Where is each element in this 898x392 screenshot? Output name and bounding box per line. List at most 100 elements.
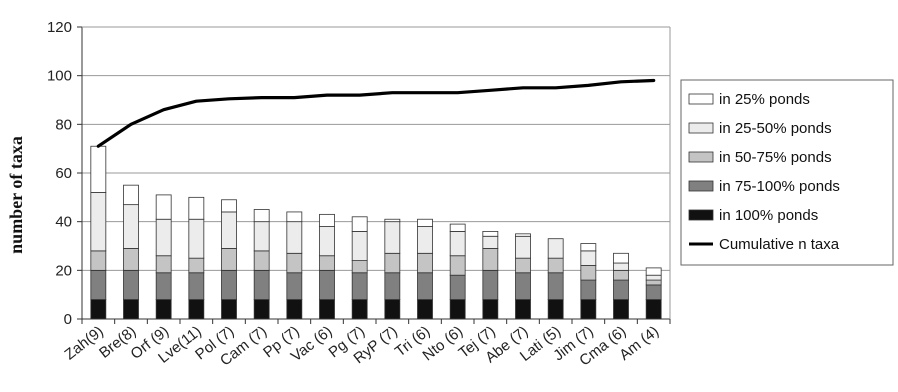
bar-segment bbox=[351, 299, 368, 320]
cumulative-series-line bbox=[96, 78, 656, 148]
axes bbox=[77, 26, 671, 324]
bar-segment bbox=[286, 221, 303, 254]
bar-segment bbox=[613, 262, 629, 271]
legend-swatch bbox=[688, 151, 714, 163]
bar-segment bbox=[482, 235, 499, 249]
bar-segment bbox=[645, 279, 662, 286]
y-tick-label: 0 bbox=[64, 311, 72, 328]
bar-segment bbox=[351, 216, 368, 232]
bar-segment bbox=[123, 269, 139, 300]
bar-segment bbox=[319, 269, 335, 300]
legend-label: in 50-75% ponds bbox=[719, 149, 832, 166]
bar-segment bbox=[123, 204, 139, 249]
bar-segment bbox=[482, 269, 499, 300]
bar-segment bbox=[319, 213, 335, 227]
bar-segment bbox=[123, 248, 139, 271]
bar-segment bbox=[319, 299, 335, 320]
bar-segment bbox=[417, 218, 433, 227]
bar-segment bbox=[515, 233, 531, 237]
legend-label: in 75-100% ponds bbox=[719, 178, 840, 195]
bar-segment bbox=[547, 257, 564, 274]
legend-swatch bbox=[688, 180, 714, 192]
bar-segment bbox=[253, 221, 270, 252]
bar-segment bbox=[417, 252, 433, 274]
bar-segment bbox=[613, 252, 629, 264]
legend: in 25% ponds in 25-50% ponds in 50-75% pon… bbox=[680, 79, 894, 266]
bar-segment bbox=[123, 184, 139, 206]
bar-segment bbox=[645, 267, 662, 276]
bar-segment bbox=[515, 235, 531, 259]
bar-segment bbox=[221, 199, 237, 213]
bar-segment bbox=[384, 218, 401, 223]
bar-segment bbox=[613, 279, 629, 300]
bar-segment bbox=[580, 243, 597, 252]
bar-segment bbox=[580, 250, 597, 266]
bar-segment bbox=[253, 209, 270, 223]
bar-segment bbox=[253, 250, 270, 271]
bar-segment bbox=[515, 299, 531, 320]
bar-segment bbox=[417, 299, 433, 320]
y-axis-label: number of taxa bbox=[6, 136, 26, 254]
bar-segment bbox=[351, 272, 368, 300]
bar-segment bbox=[482, 248, 499, 271]
bar-segment bbox=[384, 272, 401, 300]
bar-segment bbox=[188, 218, 205, 259]
bar-segment bbox=[547, 272, 564, 300]
bar-segment bbox=[155, 272, 172, 300]
bar-segment bbox=[580, 279, 597, 300]
bar-segment bbox=[90, 299, 107, 320]
legend-box bbox=[680, 79, 894, 266]
bar-segment bbox=[613, 269, 629, 281]
bar-segment bbox=[384, 252, 401, 274]
bar-segment bbox=[221, 299, 237, 320]
bar-segment bbox=[417, 272, 433, 300]
bar-segment bbox=[645, 299, 662, 320]
bar-segment bbox=[449, 230, 466, 257]
bar-segment bbox=[188, 299, 205, 320]
y-tick-labels: 0 20 40 60 80 100 120 bbox=[47, 19, 72, 328]
bar-segment bbox=[547, 299, 564, 320]
bar-segment bbox=[155, 255, 172, 274]
bar-segment bbox=[580, 299, 597, 320]
bar-segment bbox=[286, 211, 303, 223]
bars bbox=[90, 145, 662, 320]
bar-segment bbox=[155, 194, 172, 220]
x-tick-labels: Zah(9)Bre(8)Orf (9)Lve(11)Pol (7)Cam (7)… bbox=[62, 323, 663, 370]
bar-segment bbox=[449, 223, 466, 232]
bar-segment bbox=[449, 255, 466, 276]
bar-segment bbox=[253, 299, 270, 320]
bar-segment bbox=[417, 226, 433, 254]
bar-segment bbox=[384, 221, 401, 254]
bar-segment bbox=[188, 257, 205, 274]
bar-segment bbox=[547, 238, 564, 259]
bar-segment bbox=[221, 269, 237, 300]
legend-swatch bbox=[688, 209, 714, 221]
bar-segment bbox=[155, 218, 172, 257]
bar-segment bbox=[351, 230, 368, 261]
bar-segment bbox=[319, 226, 335, 257]
bar-segment bbox=[645, 284, 662, 300]
bar-segment bbox=[286, 252, 303, 274]
bar-segment bbox=[155, 299, 172, 320]
bar-segment bbox=[90, 269, 107, 300]
legend-label: in 100% ponds bbox=[719, 207, 818, 224]
legend-swatch bbox=[688, 122, 714, 134]
bar-segment bbox=[253, 269, 270, 300]
bar-segment bbox=[221, 211, 237, 249]
bar-segment bbox=[319, 255, 335, 271]
y-tick-label: 20 bbox=[55, 262, 72, 279]
bar-segment bbox=[221, 248, 237, 271]
bar-segment bbox=[286, 272, 303, 300]
y-tick-label: 100 bbox=[47, 68, 72, 85]
bar-segment bbox=[482, 230, 499, 237]
bar-segment bbox=[449, 299, 466, 320]
bar-segment bbox=[645, 274, 662, 281]
bar-segment bbox=[613, 299, 629, 320]
bar-segment bbox=[515, 272, 531, 300]
bar-segment bbox=[286, 299, 303, 320]
bar-segment bbox=[580, 265, 597, 281]
bar-segment bbox=[515, 257, 531, 274]
y-tick-label: 80 bbox=[55, 116, 72, 133]
bar-segment bbox=[90, 145, 107, 193]
bar-segment bbox=[384, 299, 401, 320]
